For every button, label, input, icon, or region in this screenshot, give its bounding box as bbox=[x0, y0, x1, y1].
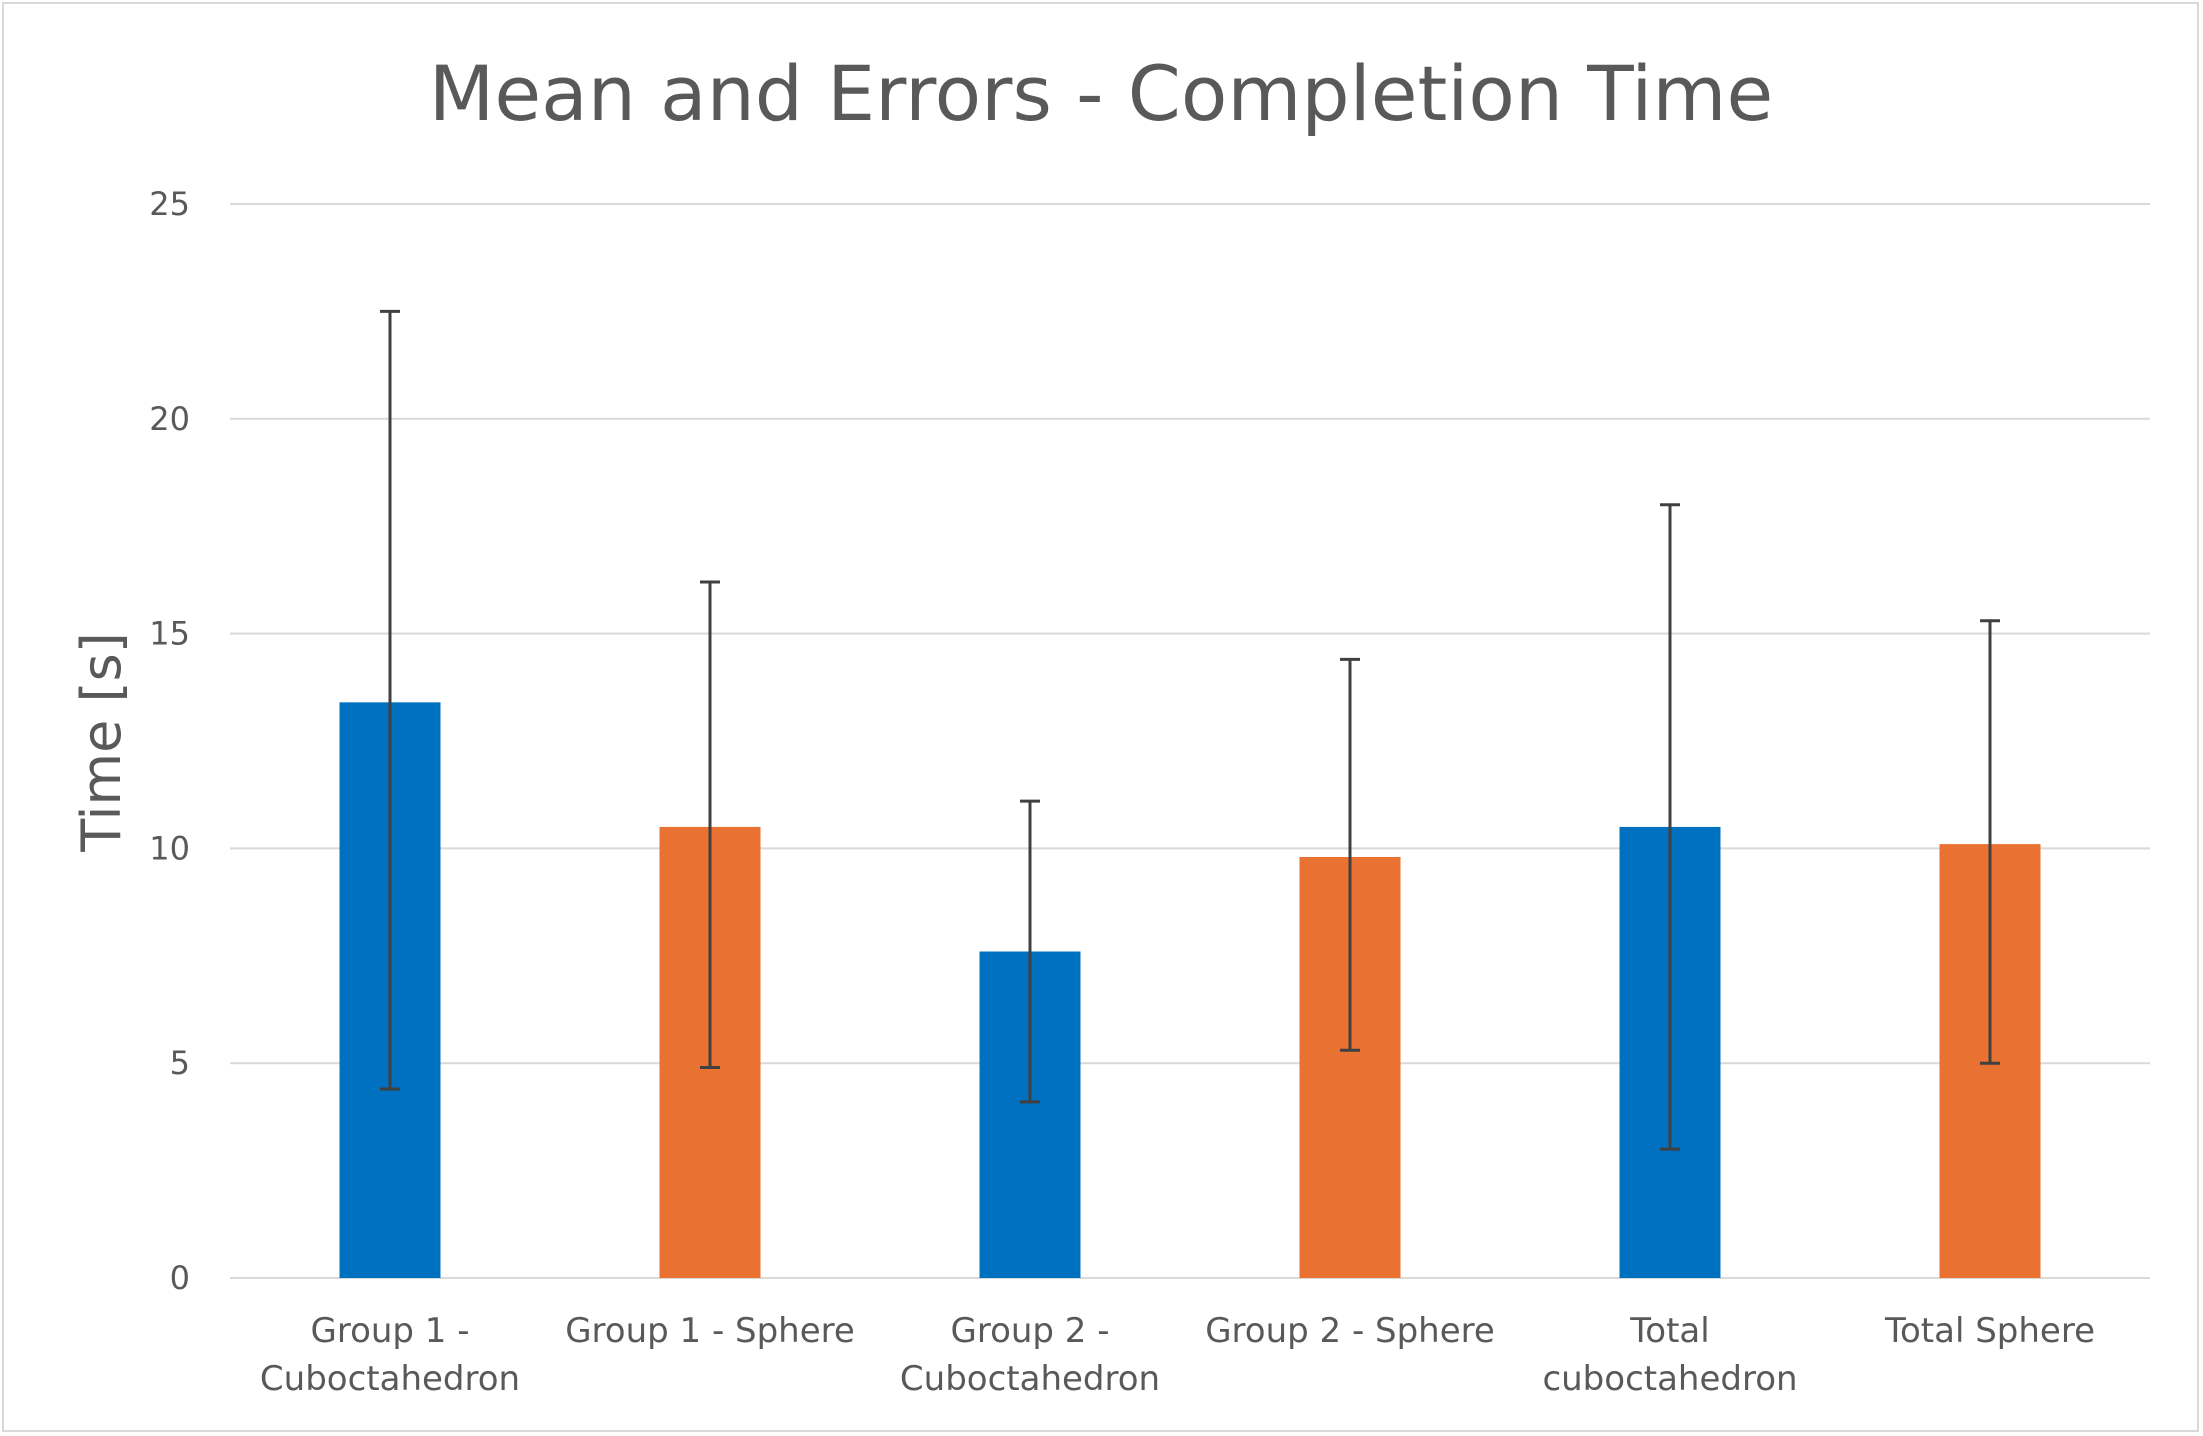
error-bar-5 bbox=[1660, 503, 1680, 1151]
x-category-label-4-line-1: Group 2 - Sphere bbox=[1205, 1311, 1495, 1351]
x-category-label-1-line-1: Group 1 - bbox=[310, 1311, 469, 1351]
chart-title: Mean and Errors - Completion Time bbox=[429, 49, 1773, 138]
x-category-labels: Group 1 - Cuboctahedron Group 1 - Sphere Gr… bbox=[260, 1311, 2095, 1399]
y-tick-label-20: 20 bbox=[149, 400, 190, 438]
y-tick-label-25: 25 bbox=[149, 185, 190, 223]
error-bar-6 bbox=[1980, 619, 2000, 1065]
x-category-label-5-line-2: cuboctahedron bbox=[1542, 1359, 1797, 1399]
bars bbox=[339, 702, 2041, 1278]
y-tick-label-0: 0 bbox=[170, 1259, 190, 1297]
error-bar-4 bbox=[1340, 657, 1360, 1052]
error-bar-3 bbox=[1020, 799, 1040, 1104]
x-category-label-1-line-2: Cuboctahedron bbox=[260, 1359, 520, 1399]
y-tick-label-5: 5 bbox=[170, 1044, 190, 1082]
error-bars bbox=[380, 309, 2000, 1151]
x-category-label-3-line-2: Cuboctahedron bbox=[900, 1359, 1160, 1399]
y-axis-label: Time [s] bbox=[70, 632, 133, 853]
y-tick-label-10: 10 bbox=[149, 829, 190, 867]
x-category-label-5-line-1: Total bbox=[1629, 1311, 1709, 1351]
x-category-label-2-line-1: Group 1 - Sphere bbox=[565, 1311, 855, 1351]
gridlines bbox=[230, 203, 2150, 1279]
y-tick-labels: 0 5 10 15 20 25 bbox=[149, 185, 190, 1297]
x-category-label-6-line-1: Total Sphere bbox=[1884, 1311, 2095, 1351]
error-bar-1 bbox=[380, 309, 400, 1091]
y-tick-label-15: 15 bbox=[149, 615, 190, 653]
error-bar-2 bbox=[700, 580, 720, 1069]
x-category-label-3-line-1: Group 2 - bbox=[950, 1311, 1109, 1351]
